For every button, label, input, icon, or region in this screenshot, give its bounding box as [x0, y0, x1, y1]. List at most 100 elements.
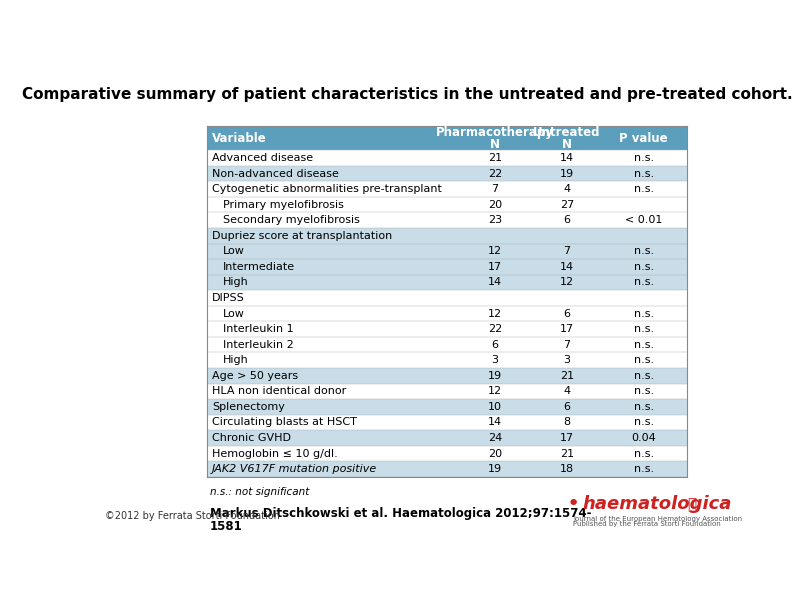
Text: 21: 21 [488, 153, 502, 163]
Bar [207, 352, 687, 368]
Text: Intermediate: Intermediate [223, 262, 295, 272]
Bar [207, 275, 687, 290]
Text: Primary myelofibrosis: Primary myelofibrosis [223, 200, 344, 209]
Text: 12: 12 [560, 277, 574, 287]
Bar [207, 415, 687, 430]
Text: 19: 19 [560, 168, 574, 178]
Bar [207, 212, 687, 228]
Text: 21: 21 [560, 371, 574, 381]
Text: High: High [223, 355, 249, 365]
Text: n.s.: n.s. [634, 449, 653, 459]
Text: 6: 6 [564, 309, 570, 318]
Text: Low: Low [223, 246, 245, 256]
Text: 22: 22 [488, 168, 502, 178]
Text: < 0.01: < 0.01 [625, 215, 662, 226]
Text: n.s.: n.s. [634, 246, 653, 256]
Text: 14: 14 [560, 262, 574, 272]
Text: 7: 7 [564, 246, 570, 256]
Text: n.s.: n.s. [634, 168, 653, 178]
Bar [207, 461, 687, 477]
Text: n.s.: n.s. [634, 262, 653, 272]
Text: 14: 14 [488, 277, 502, 287]
Text: Journal of the European Hematology Association: Journal of the European Hematology Assoc… [573, 516, 742, 522]
Bar [207, 430, 687, 446]
Text: 12: 12 [488, 309, 502, 318]
Text: 12: 12 [488, 386, 502, 396]
Text: Interleukin 1: Interleukin 1 [223, 324, 294, 334]
Text: Dupriez score at transplantation: Dupriez score at transplantation [212, 231, 392, 241]
Text: 10: 10 [488, 402, 502, 412]
Bar [207, 337, 687, 352]
Text: n.s.: n.s. [634, 402, 653, 412]
Text: N: N [562, 138, 572, 151]
Text: High: High [223, 277, 249, 287]
Text: Published by the Ferrata Storti Foundation: Published by the Ferrata Storti Foundati… [573, 521, 721, 527]
Text: n.s.: n.s. [634, 355, 653, 365]
Text: Markus Ditschkowski et al. Haematologica 2012;97:1574-: Markus Ditschkowski et al. Haematologica… [210, 507, 592, 519]
Text: Low: Low [223, 309, 245, 318]
Text: Circulating blasts at HSCT: Circulating blasts at HSCT [212, 418, 357, 427]
Text: 6: 6 [564, 402, 570, 412]
Text: n.s.: n.s. [634, 153, 653, 163]
Text: 🐟: 🐟 [687, 497, 696, 512]
Text: Untreated: Untreated [533, 126, 601, 139]
Text: 6: 6 [491, 340, 499, 350]
Text: N: N [490, 138, 500, 151]
Bar [207, 197, 687, 212]
Bar [207, 228, 687, 243]
Text: n.s.: n.s. [634, 418, 653, 427]
Text: 18: 18 [560, 464, 574, 474]
Text: 14: 14 [560, 153, 574, 163]
Text: HLA non identical donor: HLA non identical donor [212, 386, 346, 396]
Bar [207, 243, 687, 259]
Text: 6: 6 [564, 215, 570, 226]
Text: n.s.: not significant: n.s.: not significant [210, 487, 310, 497]
Text: n.s.: n.s. [634, 464, 653, 474]
Text: 8: 8 [564, 418, 570, 427]
Bar [207, 306, 687, 321]
Text: •: • [567, 494, 580, 514]
Bar [207, 399, 687, 415]
Text: n.s.: n.s. [634, 371, 653, 381]
Text: Advanced disease: Advanced disease [212, 153, 313, 163]
Text: 4: 4 [564, 386, 570, 396]
Text: P value: P value [619, 132, 668, 145]
Text: Hemoglobin ≤ 10 g/dl.: Hemoglobin ≤ 10 g/dl. [212, 449, 337, 459]
Text: Splenectomy: Splenectomy [212, 402, 285, 412]
Text: 3: 3 [491, 355, 499, 365]
Text: 24: 24 [488, 433, 502, 443]
Text: Variable: Variable [212, 132, 267, 145]
Bar [207, 368, 687, 384]
Text: 21: 21 [560, 449, 574, 459]
Bar [207, 126, 687, 150]
Text: 17: 17 [560, 433, 574, 443]
Text: 0.04: 0.04 [631, 433, 656, 443]
Text: 19: 19 [488, 464, 502, 474]
Text: haematologica: haematologica [582, 496, 732, 513]
Text: 20: 20 [488, 200, 502, 209]
Text: n.s.: n.s. [634, 340, 653, 350]
Text: Age > 50 years: Age > 50 years [212, 371, 298, 381]
Bar [207, 290, 687, 306]
Text: Comparative summary of patient characteristics in the untreated and pre-treated : Comparative summary of patient character… [21, 87, 792, 102]
Text: Non-advanced disease: Non-advanced disease [212, 168, 339, 178]
Text: n.s.: n.s. [634, 277, 653, 287]
Bar [207, 446, 687, 461]
Text: Chronic GVHD: Chronic GVHD [212, 433, 291, 443]
Text: 17: 17 [488, 262, 502, 272]
Text: 7: 7 [491, 184, 499, 194]
Text: 19: 19 [488, 371, 502, 381]
Text: Cytogenetic abnormalities pre-transplant: Cytogenetic abnormalities pre-transplant [212, 184, 441, 194]
Text: JAK2 V617F mutation positive: JAK2 V617F mutation positive [212, 464, 377, 474]
Text: n.s.: n.s. [634, 309, 653, 318]
Bar [207, 321, 687, 337]
Text: 7: 7 [564, 340, 570, 350]
Text: ©2012 by Ferrata Storti Foundation: ©2012 by Ferrata Storti Foundation [106, 511, 280, 521]
Text: n.s.: n.s. [634, 184, 653, 194]
Text: 17: 17 [560, 324, 574, 334]
Bar [207, 384, 687, 399]
Text: n.s.: n.s. [634, 386, 653, 396]
Text: Secondary myelofibrosis: Secondary myelofibrosis [223, 215, 360, 226]
Bar [207, 181, 687, 197]
Text: n.s.: n.s. [634, 324, 653, 334]
